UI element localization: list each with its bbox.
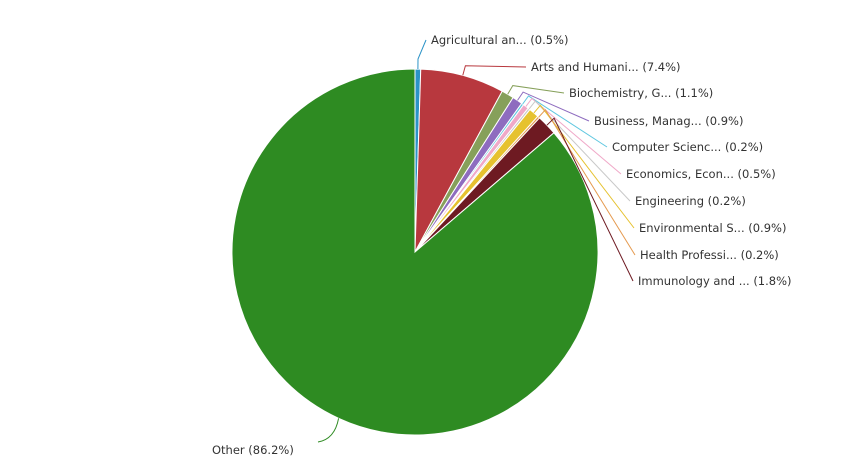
slice-label: Biochemistry, G... (1.1%) (569, 86, 713, 100)
connector-line (507, 85, 565, 95)
slice-label: Business, Manag... (0.9%) (594, 114, 743, 128)
slice-label: Health Professi... (0.2%) (640, 248, 779, 262)
connector-line (462, 65, 527, 76)
pie-slice[interactable] (231, 68, 599, 436)
slice-label: Environmental S... (0.9%) (639, 221, 786, 235)
connector-line (538, 108, 636, 256)
slice-label: Computer Scienc... (0.2%) (612, 140, 763, 154)
connector-line (522, 95, 608, 148)
connector-line (528, 100, 631, 202)
connector-lines (317, 39, 636, 443)
connector-line (525, 97, 622, 175)
slice-label: Other (86.2%) (212, 443, 294, 457)
connector-line (317, 418, 340, 443)
pie-slices (231, 68, 599, 436)
slice-label: Immunology and ... (1.8%) (638, 274, 792, 288)
connector-line (517, 91, 590, 122)
slice-label: Agricultural an... (0.5%) (431, 33, 568, 47)
slice-label: Economics, Econ... (0.5%) (626, 167, 776, 181)
slice-label: Engineering (0.2%) (635, 194, 746, 208)
connector-line (533, 104, 635, 229)
slice-labels: Agricultural an... (0.5%) Arts and Humani… (212, 33, 792, 457)
connector-line (546, 117, 634, 282)
slice-label: Arts and Humani... (7.4%) (531, 60, 681, 74)
connector-line (417, 39, 427, 70)
